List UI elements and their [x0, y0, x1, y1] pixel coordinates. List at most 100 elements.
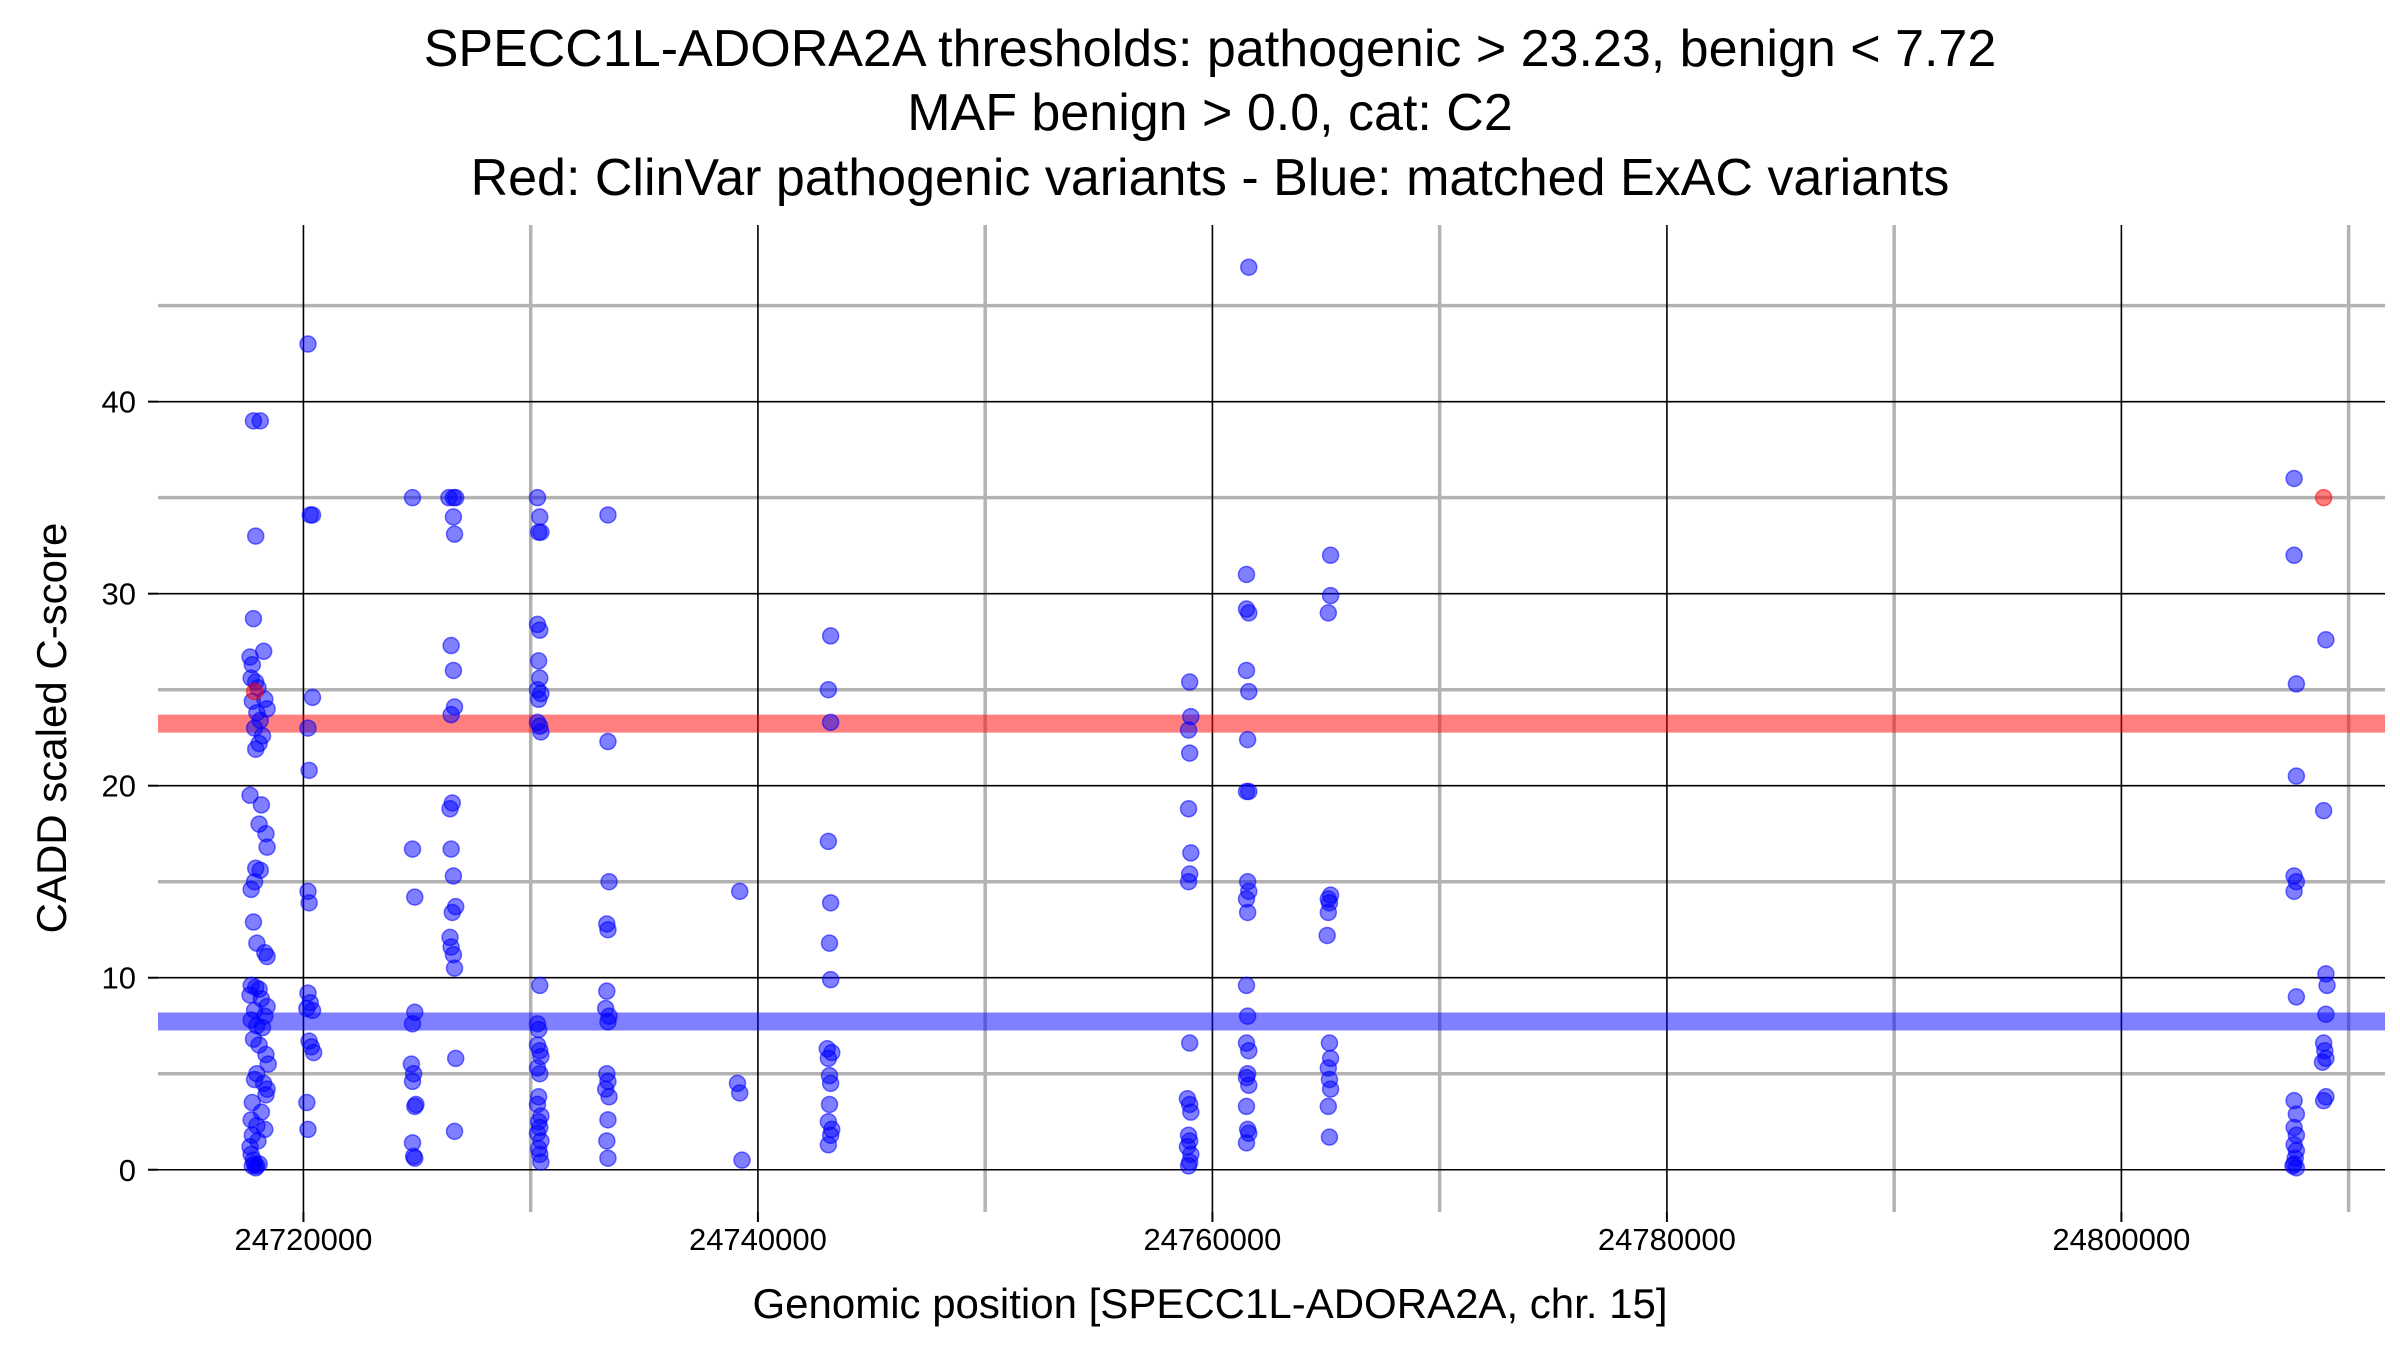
exac-variant-point: [303, 688, 322, 707]
exac-variant-point: [444, 867, 463, 885]
exac-variant-point: [443, 903, 462, 922]
exac-variant-point: [303, 1001, 322, 1020]
exac-variant-point: [2317, 1005, 2335, 1023]
exac-variant-point: [599, 1111, 617, 1129]
exac-variant-point: [406, 888, 424, 906]
x-tick-label: 24780000: [1598, 1222, 1736, 1257]
exac-variant-point: [531, 508, 549, 526]
exac-variant-point: [600, 1088, 618, 1106]
exac-variant-point: [303, 506, 322, 524]
exac-variant-point: [821, 713, 840, 732]
exac-variant-point: [532, 1153, 550, 1171]
exac-variant-point: [1320, 1034, 1339, 1052]
exac-variant-point: [406, 1097, 424, 1116]
exac-variant-point: [300, 761, 318, 780]
exac-variant-point: [2314, 1091, 2333, 1110]
y-tick-label: 10: [102, 961, 136, 996]
exac-variant-point: [2287, 767, 2306, 785]
exac-variant-point: [1180, 673, 1199, 691]
exac-variant-point: [445, 525, 464, 543]
exac-variant-point: [441, 800, 459, 818]
exac-variant-point: [821, 1074, 840, 1093]
exac-variant-point: [1179, 800, 1198, 818]
exac-variant-point: [241, 786, 259, 805]
exac-variant-point: [445, 1122, 464, 1141]
exac-variant-point: [1237, 1134, 1256, 1152]
exac-variant-point: [445, 959, 464, 977]
title-line-2: MAF benign > 0.0, cat: C2: [907, 84, 1513, 142]
exac-variant-point: [246, 740, 265, 758]
x-tick-label: 24720000: [234, 1222, 372, 1257]
exac-variant-point: [2318, 976, 2336, 995]
exac-variant-point: [598, 982, 616, 1000]
exac-variant-point: [2287, 675, 2306, 693]
exac-variant-point: [299, 719, 317, 737]
exac-variant-point: [246, 527, 265, 545]
exac-variant-point: [258, 947, 276, 966]
x-tick-label: 24760000: [1143, 1222, 1281, 1257]
exac-variant-point: [528, 488, 547, 507]
exac-variant-point: [1237, 565, 1256, 584]
exac-variant-point: [600, 872, 618, 891]
exac-variant-point: [442, 840, 460, 858]
exac-variant-point: [403, 1015, 422, 1033]
exac-variant-point: [251, 412, 270, 430]
exac-variant-point: [532, 523, 550, 541]
exac-variant-point: [1320, 1128, 1339, 1146]
exac-variant-point: [733, 1151, 751, 1169]
title-line-3: Red: ClinVar pathogenic variants - Blue:…: [471, 149, 1950, 207]
exac-variant-point: [2285, 469, 2303, 488]
exac-variant-point: [1319, 1097, 1338, 1116]
exac-variant-point: [252, 796, 271, 814]
title-line-1: SPECC1L-ADORA2A thresholds: pathogenic >…: [424, 20, 1997, 78]
exac-variant-point: [1240, 604, 1258, 622]
exac-variant-point: [1240, 258, 1258, 276]
exac-variant-point: [253, 1018, 272, 1037]
exac-variant-point: [1182, 844, 1200, 862]
exac-variant-point: [442, 705, 460, 724]
exac-variant-point: [403, 1072, 422, 1091]
y-axis-ticks: 0 10 20 30 40: [102, 385, 136, 1188]
exac-variant-point: [599, 920, 617, 939]
exac-variant-point: [821, 894, 840, 912]
exac-variant-point: [2314, 801, 2333, 820]
exac-variant-point: [531, 976, 549, 995]
exac-variant-point: [529, 652, 548, 670]
exac-variant-point: [2284, 1157, 2302, 1175]
exac-variant-point: [257, 1086, 275, 1104]
exac-variant-point: [599, 1013, 617, 1031]
exac-variant-point: [819, 832, 838, 851]
chart-title: SPECC1L-ADORA2A thresholds: pathogenic >…: [424, 20, 1997, 207]
exac-variant-point: [599, 732, 617, 751]
exac-variant-point: [1238, 1007, 1257, 1025]
exac-variant-point: [820, 1095, 839, 1114]
exac-variant-point: [1321, 546, 1340, 565]
exac-variant-point: [444, 661, 463, 680]
exac-variant-point: [304, 1043, 323, 1062]
exac-variant-point: [531, 1064, 549, 1083]
exac-variant-point: [2313, 1053, 2332, 1071]
exac-variant-point: [529, 690, 548, 709]
x-tick-label: 24800000: [2052, 1222, 2190, 1257]
exac-variant-point: [1238, 730, 1257, 749]
exac-variant-point: [2317, 631, 2335, 649]
exac-variant-point: [531, 621, 549, 639]
exac-variant-point: [2285, 546, 2303, 565]
exac-variant-point: [529, 1020, 548, 1039]
exac-variant-point: [1180, 744, 1199, 762]
exac-variant-point: [298, 1093, 316, 1112]
exac-variant-point: [821, 970, 840, 989]
points-layer: [241, 258, 2336, 1177]
exac-variant-point: [1321, 1080, 1340, 1098]
exac-variant-point: [1240, 1041, 1258, 1060]
exac-variant-point: [1179, 721, 1198, 739]
exac-variant-point: [819, 1136, 838, 1154]
exac-variant-point: [599, 506, 617, 524]
exac-variant-point: [1237, 976, 1256, 995]
exac-variant-point: [1237, 1097, 1256, 1116]
exac-variant-point: [403, 840, 422, 858]
exac-variant-point: [244, 913, 263, 931]
exac-variant-point: [730, 882, 749, 901]
exac-variant-point: [2287, 988, 2306, 1006]
